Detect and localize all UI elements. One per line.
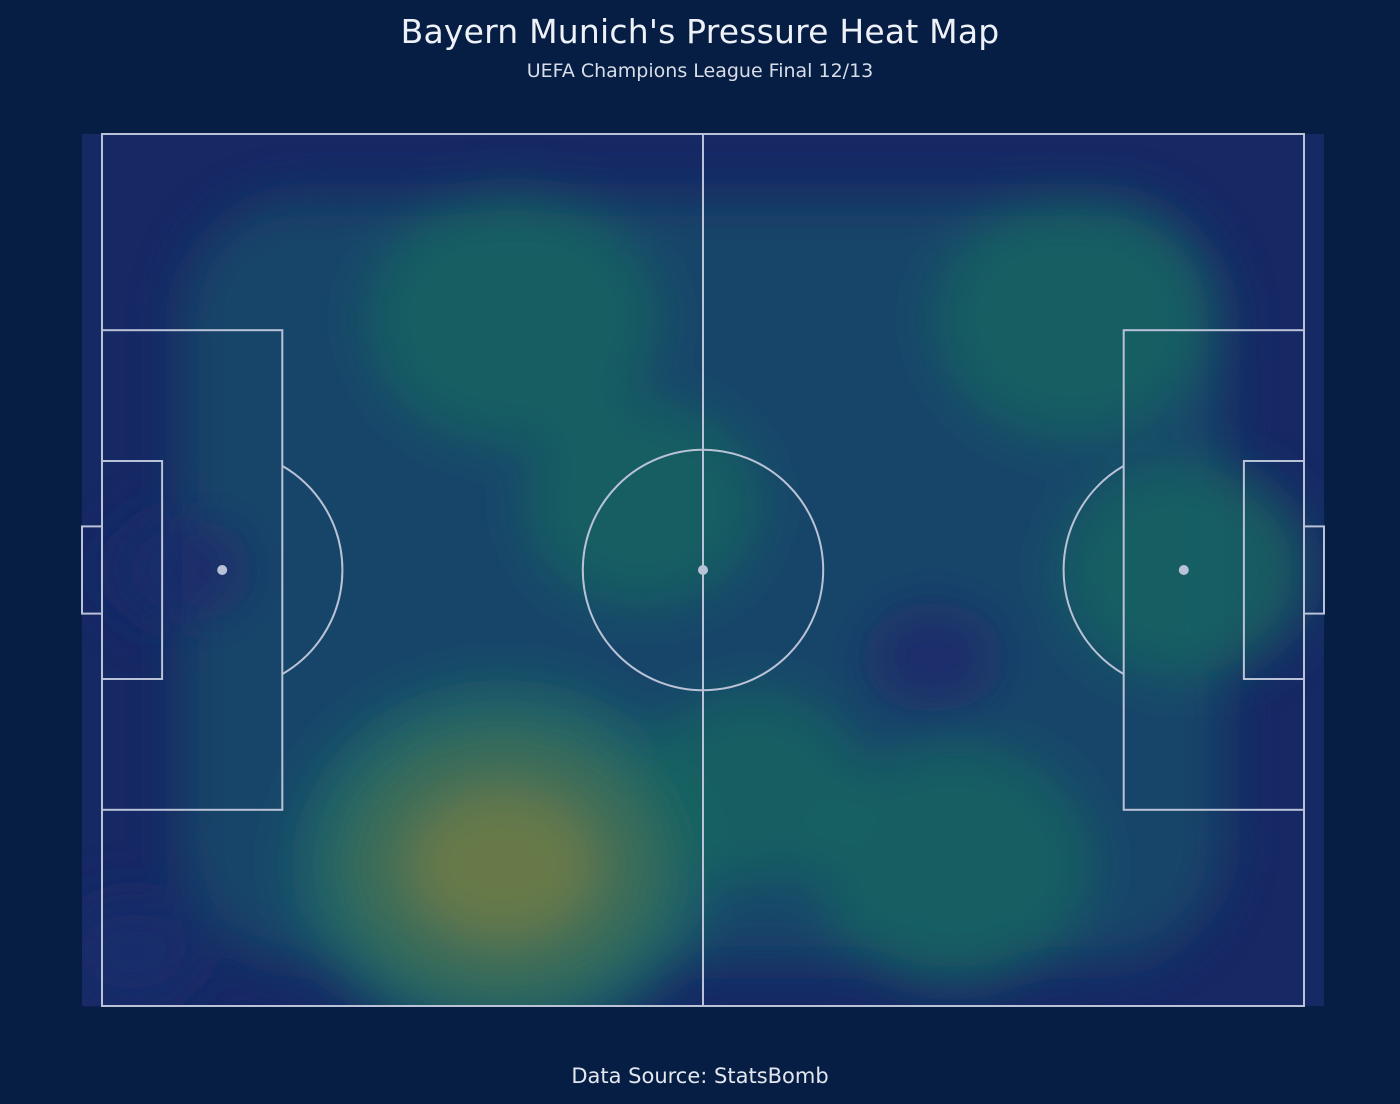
heat-density-layer bbox=[82, 134, 1324, 1007]
right-penalty-arc bbox=[1062, 465, 1125, 675]
left-penalty-spot bbox=[217, 565, 228, 575]
heat-hotspot-7 bbox=[642, 692, 864, 884]
heat-hotspot-3 bbox=[815, 744, 1092, 985]
heat-hotspot-6 bbox=[525, 402, 761, 607]
chart-subtitle: UEFA Champions League Final 12/13 bbox=[526, 60, 874, 82]
pitch-markings bbox=[81, 133, 1325, 1007]
heat-low-zone-1 bbox=[863, 602, 1004, 713]
right-penalty-spot bbox=[1178, 565, 1189, 575]
heat-hotspot-4 bbox=[935, 199, 1212, 440]
chart-title: Bayern Munich's Pressure Heat Map bbox=[400, 12, 1000, 51]
heat-low-zone-2 bbox=[112, 515, 253, 625]
data-source-caption: Data Source: StatsBomb bbox=[571, 1064, 829, 1088]
heat-low-zone-3 bbox=[82, 896, 203, 1007]
centre-spot bbox=[698, 565, 708, 575]
heat-hotspot-2 bbox=[367, 193, 658, 446]
heat-peak-core bbox=[407, 789, 598, 940]
right-goal bbox=[1303, 525, 1325, 615]
left-penalty-arc bbox=[281, 465, 344, 675]
centre-circle bbox=[581, 448, 825, 692]
left-goal bbox=[81, 525, 103, 615]
heat-blobs bbox=[82, 193, 1309, 1007]
